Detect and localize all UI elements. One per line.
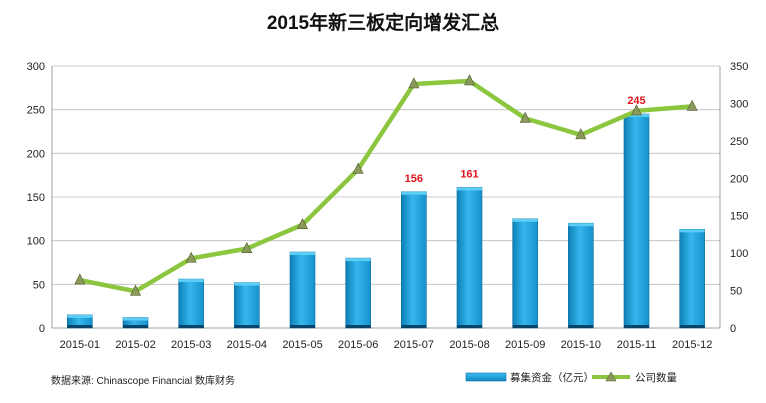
bar-top-highlight [512,218,538,222]
bar-base-shadow [123,325,148,328]
left-tick-label: 300 [27,61,45,73]
left-tick-label: 150 [27,192,45,204]
bar [456,187,483,329]
chart-title: 2015年新三板定向增发汇总 [267,11,499,34]
x-tick-label: 2015-04 [227,339,267,351]
bar-base-shadow [401,325,427,328]
left-tick-label: 50 [33,279,45,291]
bar-base-shadow [345,325,371,328]
x-tick-label: 2015-08 [449,339,489,351]
line-point-marker [631,104,642,116]
bar-base-shadow [679,325,705,328]
x-tick-label: 2015-05 [282,339,322,351]
legend-bar-swatch [465,372,507,382]
bar-data-label: 245 [627,95,645,107]
bar-base-shadow [457,325,482,328]
right-tick-label: 300 [730,98,748,110]
bar-base-shadow [67,325,93,328]
bar-top-highlight [624,114,649,118]
line-point-marker [130,284,141,296]
bar [345,257,371,329]
x-tick-label: 2015-03 [171,339,211,351]
bar-series [67,113,705,329]
bar-top-highlight [123,317,148,321]
legend-bar-label: 募集资金（亿元） [510,371,594,384]
bar-top-highlight [457,187,482,191]
x-tick-label: 2015-01 [60,339,100,351]
right-tick-label: 50 [730,286,742,298]
bar-top-highlight [345,258,371,262]
bar-base-shadow [234,325,260,328]
line-point-marker [575,128,587,140]
left-tick-label: 100 [27,236,45,248]
bar-base-shadow [624,325,649,328]
gridlines [51,65,721,329]
line-point-marker [352,162,364,174]
left-axis-ticks: 0 50 100 150 200 250 300 [27,61,45,335]
bar [568,222,594,329]
bar-base-shadow [290,325,315,328]
legend: 募集资金（亿元） 公司数量 [465,371,677,384]
bar-top-highlight [679,229,705,233]
data-source: 数据来源: Chinascope Financial 数库财务 [51,374,235,387]
bar-base-shadow [512,325,538,328]
left-tick-label: 200 [27,148,45,160]
legend-line-label: 公司数量 [635,371,677,384]
line-series [74,74,698,296]
bar [512,218,538,329]
bar-top-highlight [290,252,315,256]
x-tick-label: 2015-12 [672,339,712,351]
right-axis-ticks: 0 50 100 150 200 250 300 350 [730,61,748,335]
line-point-marker [74,273,86,285]
line-point-marker [519,111,531,123]
left-tick-label: 0 [39,323,45,335]
bar-top-highlight [178,279,204,283]
line-point-marker [297,218,308,229]
line-point-marker [464,74,475,86]
line-point-marker [241,241,253,253]
line-point-marker [686,99,698,111]
x-tick-label: 2015-02 [115,339,155,351]
right-tick-label: 200 [730,173,748,185]
bar-base-shadow [178,325,204,328]
bar [401,191,427,329]
bar-top-highlight [568,223,594,227]
bar-top-highlight [234,282,260,286]
x-axis-ticks: 2015-01 2015-02 2015-03 2015-04 2015-05 2015-… [60,339,713,351]
bar-data-label: 161 [460,168,478,180]
bar [623,113,650,329]
bar-base-shadow [568,325,594,328]
bar-data-label: 156 [405,173,423,185]
bar [234,282,260,329]
x-tick-label: 2015-10 [561,339,601,351]
bar [289,251,316,329]
bar [679,229,705,329]
right-tick-label: 250 [730,136,748,148]
bar-top-highlight [401,191,427,195]
right-tick-label: 350 [730,61,748,73]
line-path [77,78,695,294]
line-point-marker [408,77,420,89]
left-tick-label: 250 [27,105,45,117]
bar [178,278,204,329]
x-tick-label: 2015-06 [338,339,378,351]
x-tick-label: 2015-09 [505,339,545,351]
triangle-marker-icon [605,371,617,382]
line-point-marker [185,251,197,263]
right-tick-label: 100 [730,248,748,260]
data-labels: 156 161 245 [405,95,646,185]
x-tick-label: 2015-11 [617,339,657,351]
right-tick-label: 150 [730,211,748,223]
x-tick-label: 2015-07 [394,339,434,351]
bar-top-highlight [67,314,93,318]
right-tick-label: 0 [730,323,736,335]
